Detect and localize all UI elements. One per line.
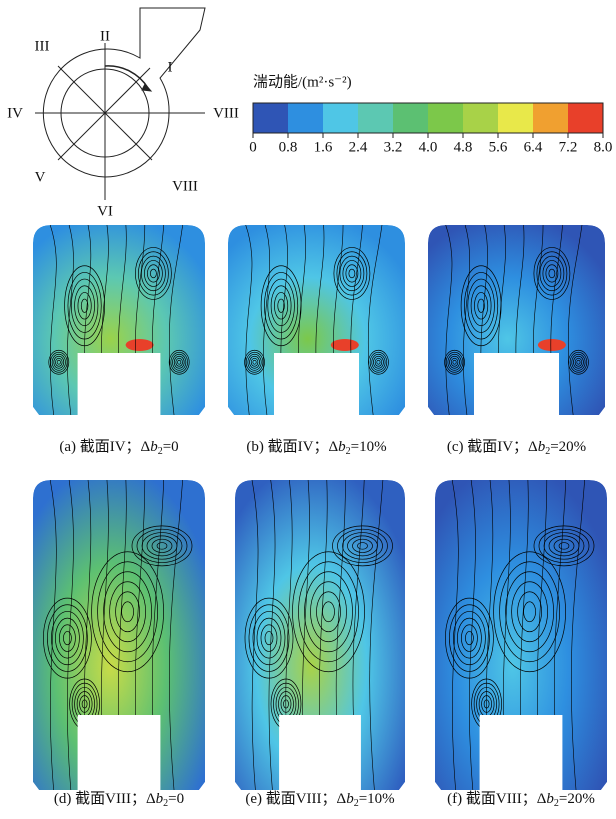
panel-field [435, 480, 607, 790]
panel-field [33, 225, 205, 415]
colorbar-tick-label: 0.8 [279, 139, 298, 155]
caption-prefix: (a) 截面IV；Δ [59, 438, 150, 455]
diagram-label: VIII [172, 178, 198, 194]
panel-caption: (e) 截面VIII；Δb2=10% [245, 790, 394, 809]
colorbar-bin [323, 103, 358, 133]
volute-diagram [35, 8, 205, 200]
colorbar-tick-label: 0 [249, 139, 257, 155]
diagram-label: VI [97, 203, 113, 219]
caption-rest: =0 [163, 439, 179, 455]
panel-caption: (b) 截面IV；Δb2=10% [246, 438, 386, 457]
colorbar-tick-label: 7.2 [559, 139, 578, 155]
contour-panel [33, 225, 205, 415]
caption-rest: =20% [550, 439, 586, 455]
colorbar-bin [498, 103, 533, 133]
colorbar-tick-label: 2.4 [349, 139, 368, 155]
diagram-label: IV [7, 105, 23, 121]
caption-prefix: (b) 截面IV；Δ [246, 438, 338, 455]
caption-prefix: (f) 截面VIII；Δ [447, 790, 547, 807]
colorbar-bin [253, 103, 288, 133]
diagram-label: II [100, 28, 110, 44]
contour-panel [435, 480, 607, 790]
colorbar-tick-label: 5.6 [489, 139, 508, 155]
caption-rest: =10% [351, 439, 387, 455]
colorbar-tick-label: 6.4 [524, 139, 543, 155]
contour-panel [228, 225, 405, 415]
panel-field [428, 225, 605, 415]
contour-panel [33, 480, 205, 790]
caption-prefix: (e) 截面VIII；Δ [245, 790, 346, 807]
figure: IIIIIIIVVIIIVVIVIII 湍动能/(m²·s⁻²) 00.81.6… [0, 0, 616, 819]
diagram-label: VIII [213, 105, 239, 121]
contour-panel [235, 480, 405, 790]
colorbar-bin [288, 103, 323, 133]
colorbar-tick-label: 4.8 [454, 139, 473, 155]
panel-field [235, 480, 405, 790]
page: {"diagram": {"labels": ["II", "III", "I"… [0, 0, 616, 819]
panel-caption: (a) 截面IV；Δb2=0 [59, 438, 178, 457]
colorbar-bin [463, 103, 498, 133]
panel-caption: (c) 截面IV；Δb2=20% [447, 438, 586, 457]
colorbar-tick-label: 8.0 [594, 139, 613, 155]
diagram-label: I [168, 59, 173, 75]
contour-panel [428, 225, 605, 415]
panel-field [228, 225, 405, 415]
diagram-label: V [35, 169, 46, 185]
colorbar-tick-label: 3.2 [384, 139, 403, 155]
hot-spot [331, 339, 359, 351]
panel-field [33, 480, 205, 790]
colorbar-bin [533, 103, 568, 133]
colorbar-bin [358, 103, 393, 133]
caption-rest: =0 [168, 791, 184, 807]
colorbar-bin [393, 103, 428, 133]
hot-spot [538, 339, 566, 351]
colorbar-bin [568, 103, 603, 133]
colorbar-title: 湍动能/(m²·s⁻²) [253, 73, 352, 90]
caption-prefix: (c) 截面IV；Δ [447, 438, 538, 455]
caption-prefix: (d) 截面VIII；Δ [54, 790, 156, 807]
colorbar-tick-label: 1.6 [314, 139, 333, 155]
colorbar-tick-label: 4.0 [419, 139, 438, 155]
panel-caption: (d) 截面VIII；Δb2=0 [54, 790, 184, 809]
colorbar-bin [428, 103, 463, 133]
hot-spot [126, 339, 154, 351]
caption-rest: =10% [359, 791, 395, 807]
diagram-label: III [35, 38, 50, 54]
caption-rest: =20% [559, 791, 595, 807]
panel-caption: (f) 截面VIII；Δb2=20% [447, 790, 595, 809]
